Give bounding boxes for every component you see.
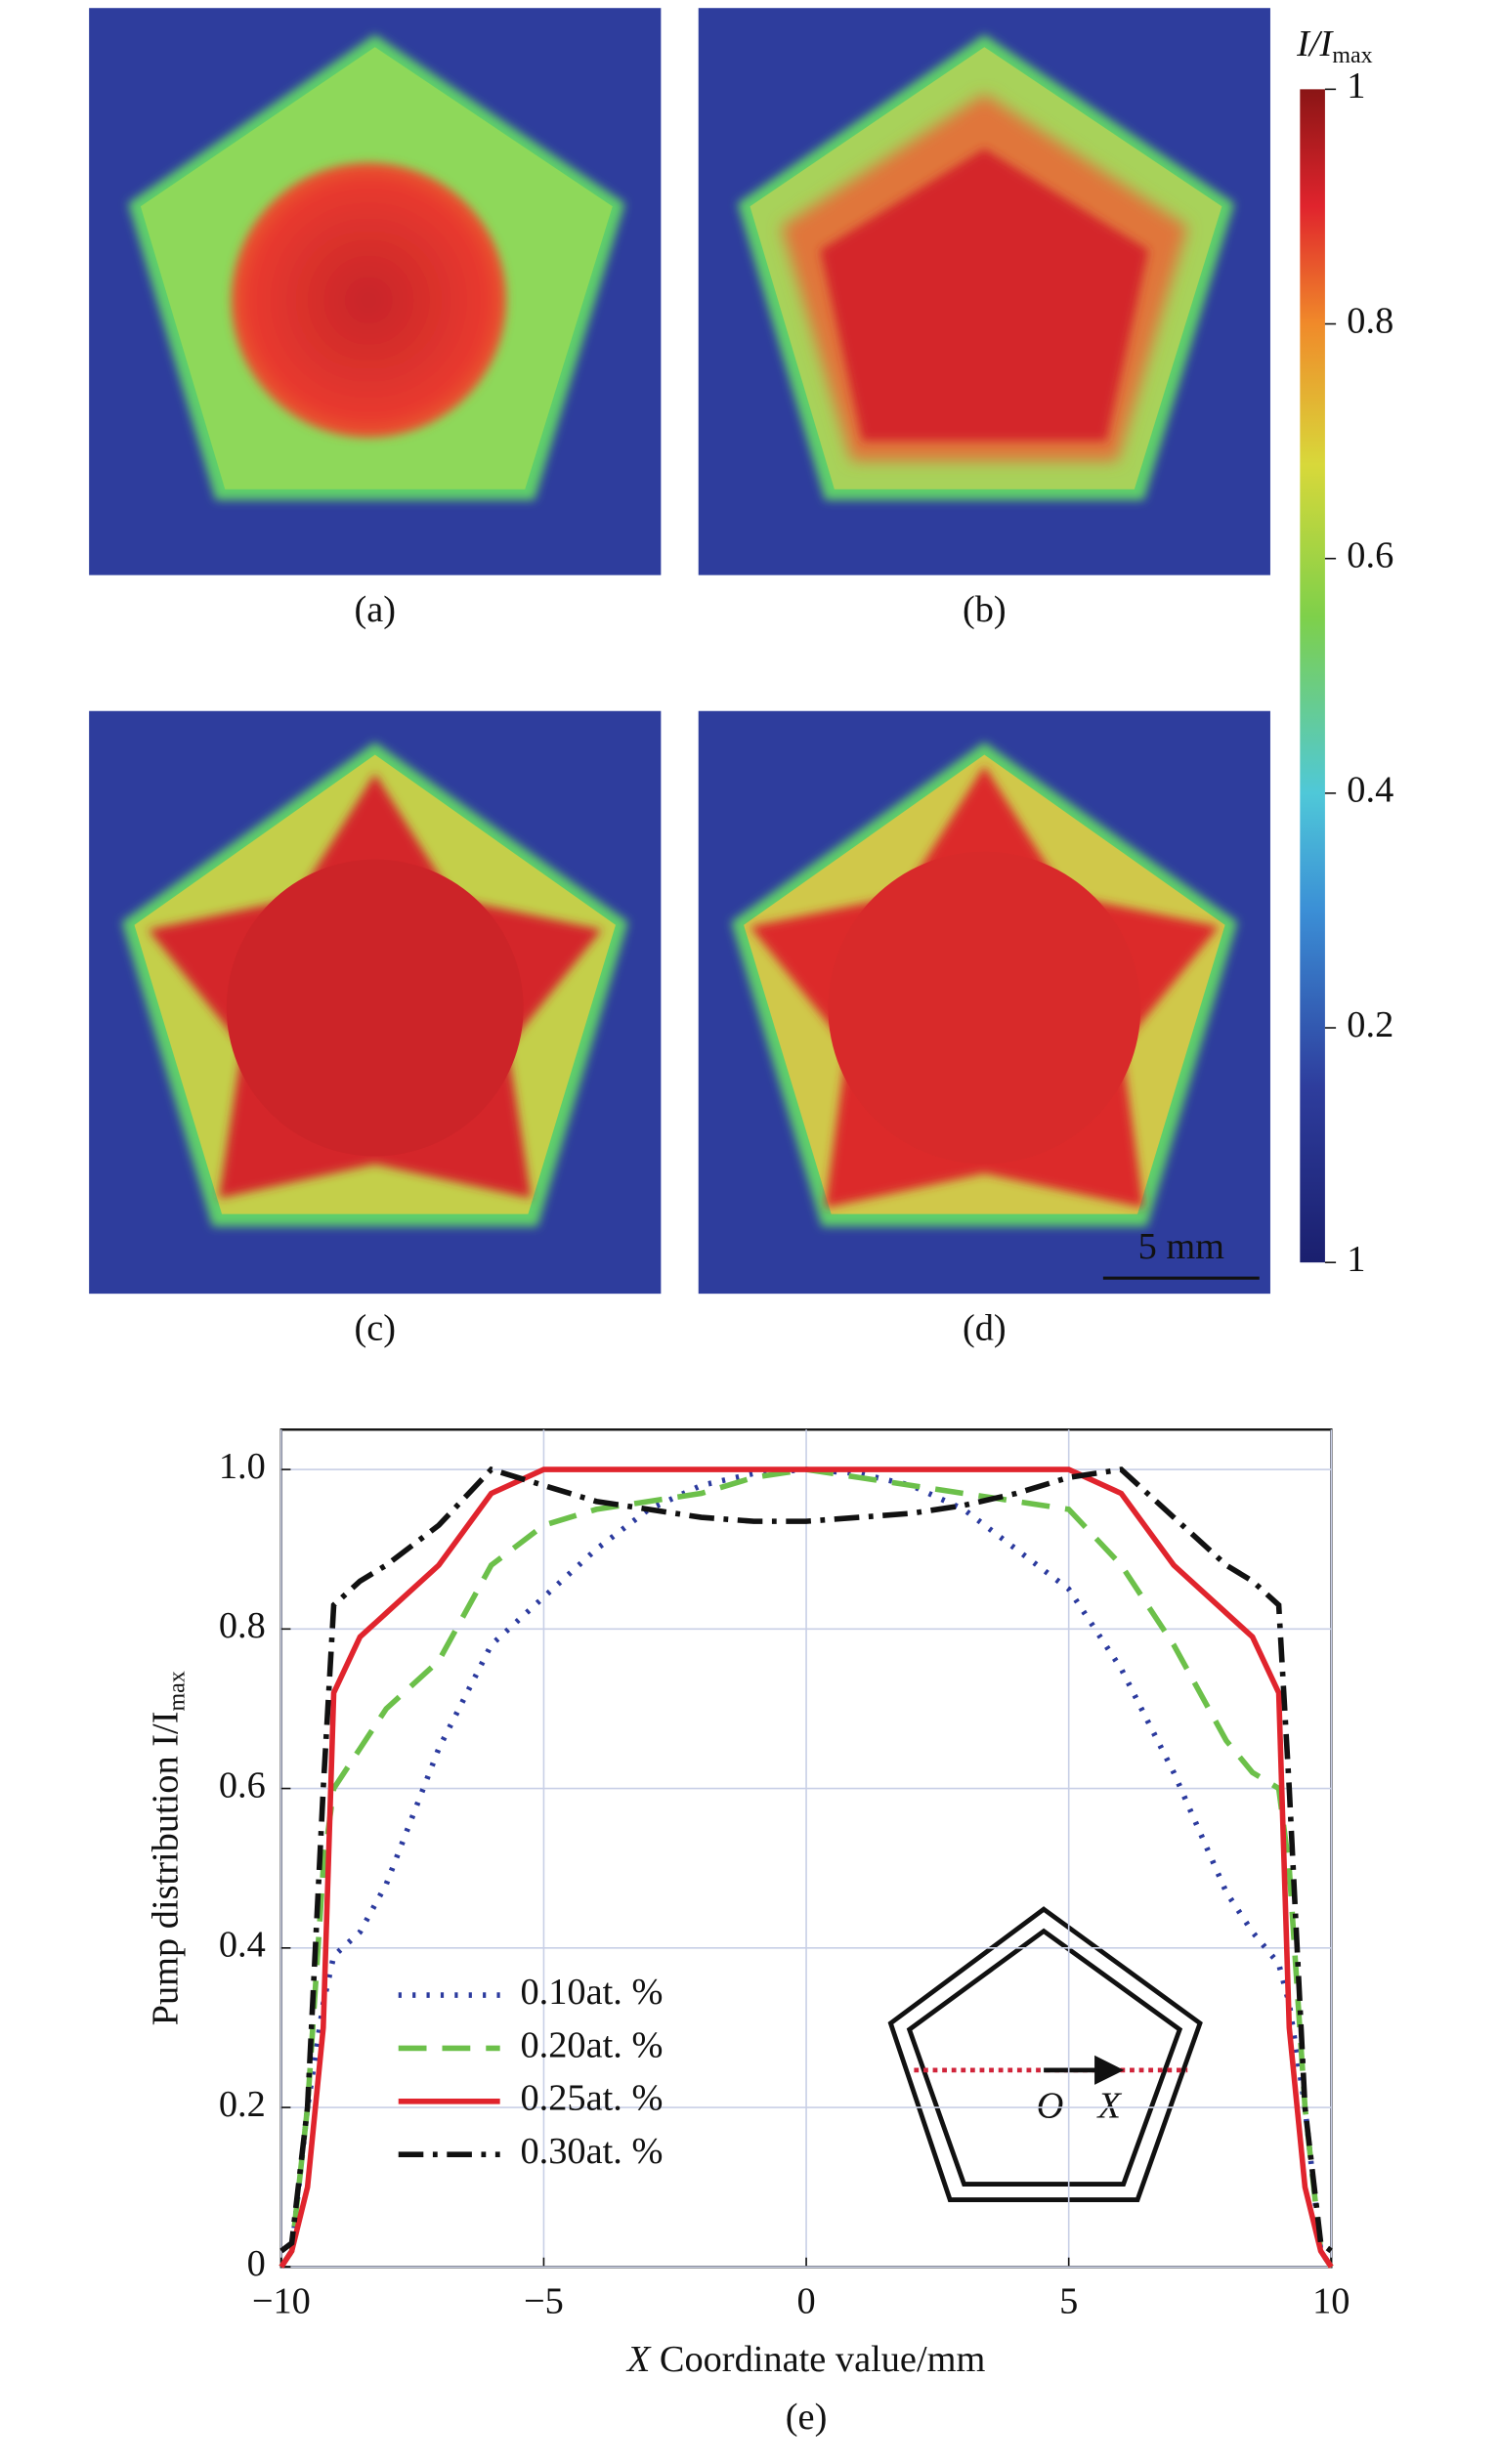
inset-label-x: X xyxy=(1096,2086,1123,2127)
colorbar-tick-label: 0.2 xyxy=(1347,1004,1393,1045)
panel-label: (a) xyxy=(354,589,396,630)
heatmap-d xyxy=(698,710,1270,1295)
colorbar xyxy=(1300,89,1325,1263)
heatmap-c xyxy=(89,710,662,1295)
heatmap-b xyxy=(698,8,1270,575)
panel-label: (d) xyxy=(963,1307,1007,1348)
panel-label: (b) xyxy=(963,589,1007,630)
scale-bar-label: 5 mm xyxy=(1138,1226,1225,1267)
legend-label: 0.10at. % xyxy=(520,1972,663,2013)
series-line xyxy=(279,1466,1334,2269)
y-tick-label: 0 xyxy=(247,2243,266,2284)
x-tick-label: 5 xyxy=(1059,2280,1078,2321)
colorbar-tick-label: 1 xyxy=(1347,1239,1365,1280)
y-tick-label: 1.0 xyxy=(219,1446,266,1487)
y-tick-label: 0.8 xyxy=(219,1605,266,1646)
x-tick-label: −5 xyxy=(524,2280,564,2321)
heatmap-a xyxy=(89,8,662,575)
y-axis-label-main: Pump distribution I/I xyxy=(146,1712,187,2026)
legend-label: 0.25at. % xyxy=(520,2078,663,2119)
colorbar-tick-label: 1 xyxy=(1347,65,1365,106)
colorbar-tick-label: 0.4 xyxy=(1347,770,1393,811)
legend-label: 0.30at. % xyxy=(520,2131,663,2172)
y-tick-label: 0.6 xyxy=(219,1764,266,1806)
y-axis-label: Pump distribution I/Imax xyxy=(146,1671,190,2025)
x-axis-label-text: Coordinate value/mm xyxy=(650,2339,985,2380)
x-tick-label: 0 xyxy=(796,2280,815,2321)
panel-label: (c) xyxy=(354,1307,396,1348)
heatmap-panels xyxy=(89,8,1270,1295)
panel-label-e: (e) xyxy=(786,2397,828,2438)
colorbar-tick-label: 0.8 xyxy=(1347,300,1393,341)
y-tick-label: 0.2 xyxy=(219,2084,266,2125)
x-tick-label: −10 xyxy=(252,2280,311,2321)
colorbar-tick-label: 0.6 xyxy=(1347,535,1393,576)
colorbar-title: I/Imax xyxy=(1296,23,1373,67)
x-axis-label: X Coordinate value/mm xyxy=(625,2339,986,2380)
legend-label: 0.20at. % xyxy=(520,2024,663,2065)
y-axis-label-sub: max xyxy=(164,1671,190,1711)
colorbar-title-sub: max xyxy=(1332,42,1372,67)
y-tick-label: 0.4 xyxy=(219,1925,266,1966)
series-line xyxy=(279,1466,1334,2254)
x-axis-label-var: X xyxy=(625,2339,652,2380)
colorbar-title-main: I/I xyxy=(1296,23,1334,64)
inset-label-o: O xyxy=(1037,2086,1064,2127)
x-tick-label: 10 xyxy=(1312,2280,1350,2321)
inset xyxy=(887,1906,1203,2202)
